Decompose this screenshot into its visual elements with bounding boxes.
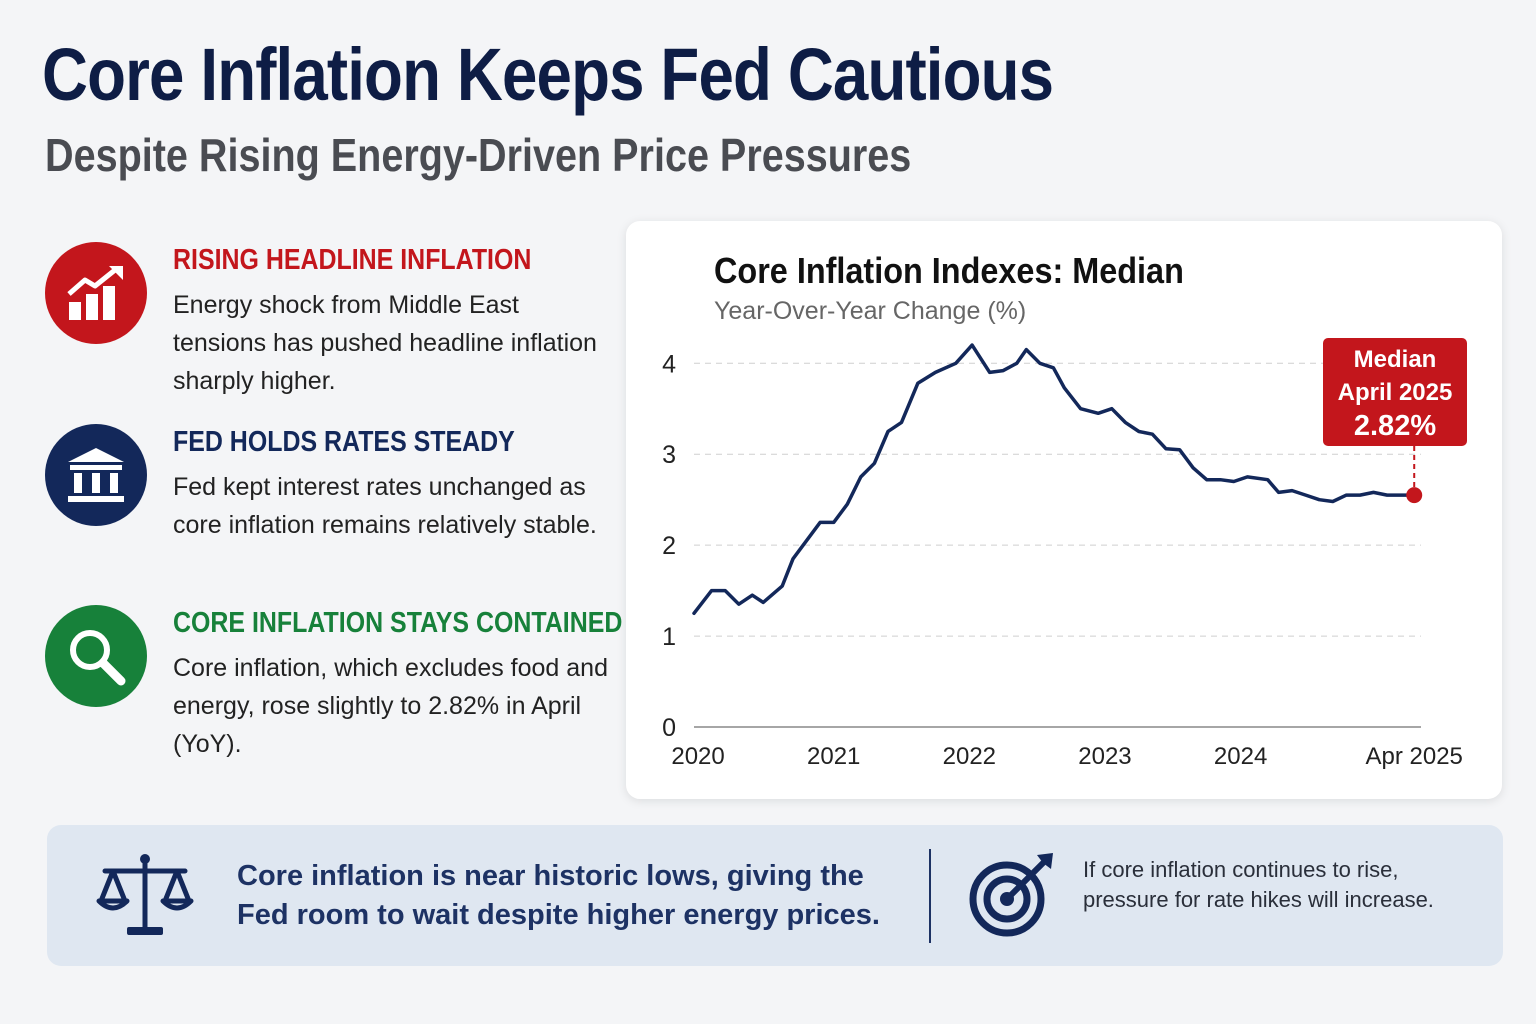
annotation-label: Median [1354, 346, 1437, 373]
x-tick-label: Apr 2025 [1366, 743, 1463, 770]
key-point-fed-rates: FED HOLDS RATES STEADY Fed kept interest… [45, 424, 615, 584]
core-inflation-line-chart: 0 1 2 3 4 2020 2021 2022 2023 2024 Apr 2025 Median A… [662, 338, 1467, 770]
magnifier-icon [45, 605, 147, 707]
annotation-box [1323, 338, 1467, 446]
y-tick-label: 3 [662, 441, 676, 469]
y-tick-label: 1 [662, 623, 676, 651]
scales-icon [95, 851, 195, 944]
point-heading: RISING HEADLINE INFLATION [173, 244, 532, 276]
key-point-headline-inflation: RISING HEADLINE INFLATION Energy shock f… [45, 242, 615, 402]
annotation-label: 2.82% [1354, 410, 1436, 442]
y-tick-label: 4 [662, 350, 676, 378]
y-tick-label: 0 [662, 714, 676, 742]
page-subtitle: Despite Rising Energy-Driven Price Press… [45, 129, 912, 181]
point-body: Energy shock from Middle East tensions h… [173, 291, 597, 395]
takeaway-bar: Core inflation is near historic lows, gi… [47, 825, 1503, 966]
outlook-text: If core inflation continues to rise, pre… [1083, 857, 1434, 912]
chart-title: Core Inflation Indexes: Median [714, 250, 1184, 291]
target-icon [967, 849, 1057, 944]
bank-building-icon [45, 424, 147, 526]
divider [929, 849, 931, 943]
y-tick-label: 2 [662, 532, 676, 560]
annotation-label: April 2025 [1338, 379, 1453, 406]
point-heading: FED HOLDS RATES STEADY [173, 426, 515, 458]
point-heading: CORE INFLATION STAYS CONTAINED [173, 607, 623, 639]
key-point-core-inflation: CORE INFLATION STAYS CONTAINED Core infl… [45, 605, 622, 765]
point-body: Core inflation, which excludes food and … [173, 654, 608, 758]
x-tick-label: 2021 [807, 743, 860, 770]
x-tick-label: 2024 [1214, 743, 1267, 770]
chart-subtitle: Year-Over-Year Change (%) [714, 297, 1027, 325]
takeaway-text: Core inflation is near historic lows, gi… [237, 860, 880, 931]
x-tick-label: 2023 [1078, 743, 1131, 770]
page-title: Core Inflation Keeps Fed Cautious [42, 33, 1054, 116]
latest-point-marker [1406, 487, 1423, 504]
rising-bar-chart-icon [45, 242, 147, 344]
series-line-median [692, 343, 1416, 616]
x-tick-label: 2022 [943, 743, 996, 770]
x-tick-label: 2020 [671, 743, 724, 770]
point-body: Fed kept interest rates unchanged as cor… [173, 473, 597, 539]
chart-card: Core Inflation Indexes: Median Year-Over… [626, 221, 1502, 799]
